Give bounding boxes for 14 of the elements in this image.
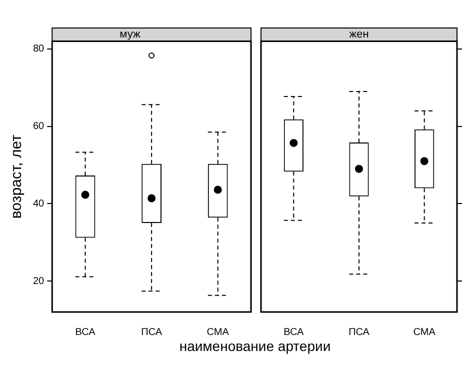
x-tick-label: СМА [206,326,230,338]
chart-title: муж [120,28,141,41]
y-axis-title: возраст, лет [8,134,26,219]
y-tick-label: 20 [33,276,45,287]
chart-title: жен [349,28,369,41]
y-tick-label: 80 [33,44,45,55]
y-tick-label: 40 [33,198,45,210]
x-tick-label: СМА [413,326,436,338]
y-tick-label: 60 [33,121,45,132]
x-tick-label: ВСА [284,326,304,338]
x-tick-label: ПСА [141,326,162,338]
x-tick-label: ВСА [75,326,96,338]
x-tick-label: ПСА [348,326,370,338]
x-axis-title: наименование артерии [178,338,332,354]
